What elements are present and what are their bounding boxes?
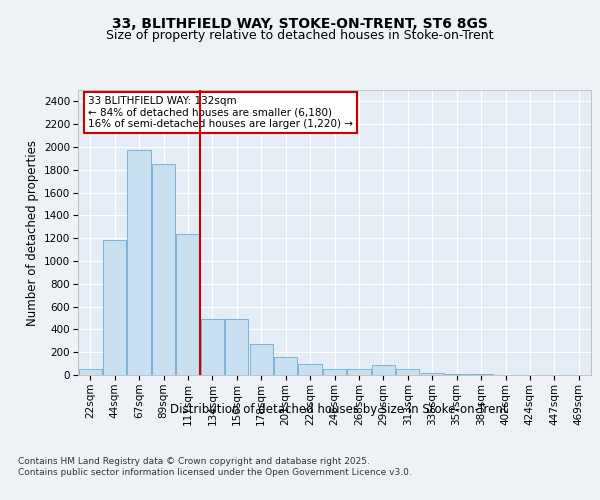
Bar	[103, 240, 126, 375]
Text: Size of property relative to detached houses in Stoke-on-Trent: Size of property relative to detached ho…	[106, 29, 494, 42]
Bar	[347, 370, 371, 375]
Bar	[79, 370, 102, 375]
Text: Distribution of detached houses by size in Stoke-on-Trent: Distribution of detached houses by size …	[170, 402, 508, 415]
Y-axis label: Number of detached properties: Number of detached properties	[26, 140, 38, 326]
Bar	[323, 370, 346, 375]
Bar	[225, 319, 248, 375]
Bar	[201, 319, 224, 375]
Text: 33 BLITHFIELD WAY: 132sqm
← 84% of detached houses are smaller (6,180)
16% of se: 33 BLITHFIELD WAY: 132sqm ← 84% of detac…	[88, 96, 353, 129]
Bar	[298, 364, 322, 375]
Bar	[469, 374, 493, 375]
Bar	[250, 344, 273, 375]
Text: 33, BLITHFIELD WAY, STOKE-ON-TRENT, ST6 8GS: 33, BLITHFIELD WAY, STOKE-ON-TRENT, ST6 …	[112, 18, 488, 32]
Text: Contains HM Land Registry data © Crown copyright and database right 2025.
Contai: Contains HM Land Registry data © Crown c…	[18, 458, 412, 477]
Bar	[421, 372, 444, 375]
Bar	[127, 150, 151, 375]
Bar	[176, 234, 200, 375]
Bar	[152, 164, 175, 375]
Bar	[274, 358, 297, 375]
Bar	[445, 374, 468, 375]
Bar	[396, 370, 419, 375]
Bar	[372, 364, 395, 375]
